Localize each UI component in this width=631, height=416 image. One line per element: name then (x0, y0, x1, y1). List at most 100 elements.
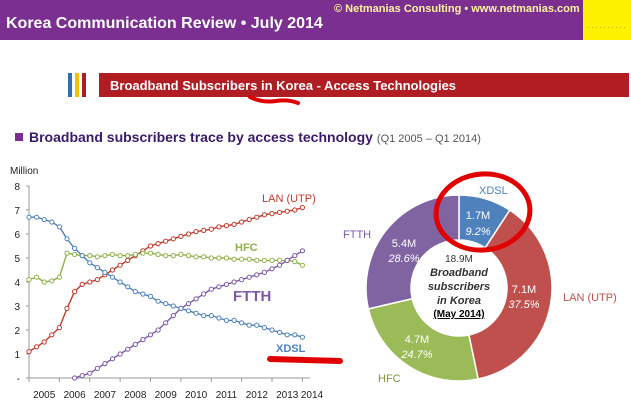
data-point-hfc (147, 250, 154, 256)
data-point-lan-utp (208, 226, 214, 232)
header-tag-dots: ·········· (587, 22, 627, 32)
data-point-ftth (147, 332, 154, 338)
data-point-ftth (201, 291, 207, 297)
section-accent-bars (68, 73, 92, 97)
data-point-hfc (34, 274, 40, 280)
subtitle-range: (Q1 2005 – Q1 2014) (376, 133, 481, 145)
y-tick-label: 7 (14, 206, 20, 217)
data-point-hfc (254, 257, 260, 263)
data-point-ftth (284, 257, 290, 263)
data-point-xdsl (125, 284, 131, 290)
y-tick-label: 1 (14, 350, 20, 361)
data-point-hfc (72, 251, 78, 257)
data-point-lan-utp (155, 241, 161, 247)
data-point-hfc (193, 254, 199, 260)
data-point-hfc (64, 250, 70, 256)
data-point-ftth (94, 365, 101, 371)
data-point-hfc (26, 277, 32, 283)
data-point-xdsl (72, 245, 78, 251)
data-point-xdsl (102, 269, 108, 275)
data-point-xdsl (223, 317, 230, 323)
data-point-lan-utp (79, 281, 85, 287)
data-point-ftth (125, 346, 131, 352)
data-point-xdsl (231, 317, 237, 323)
data-point-xdsl (155, 298, 161, 304)
data-point-xdsl (239, 320, 245, 326)
data-point-ftth (109, 356, 116, 362)
header-tag (583, 0, 631, 40)
data-point-xdsl (201, 313, 207, 319)
x-tick-label: 2014 (301, 390, 324, 401)
data-point-ftth (299, 248, 305, 254)
data-point-xdsl (94, 265, 101, 271)
data-point-xdsl (170, 303, 176, 309)
data-point-xdsl (56, 224, 63, 230)
data-point-ftth (193, 296, 199, 302)
data-point-xdsl (163, 301, 169, 307)
data-point-ftth (132, 341, 138, 347)
data-point-ftth (261, 269, 267, 275)
data-point-hfc (163, 253, 169, 259)
data-point-ftth (269, 266, 275, 272)
x-tick-label: 2013 (276, 390, 299, 401)
data-point-lan-utp (223, 223, 230, 229)
data-point-ftth (223, 281, 230, 287)
data-point-hfc (185, 253, 192, 259)
data-point-xdsl (117, 279, 123, 285)
chart-subtitle: Broadband subscribers trace by access te… (15, 129, 481, 147)
data-point-hfc (94, 254, 101, 260)
accent-bar-blue (68, 73, 72, 97)
accent-bar-red (82, 73, 86, 97)
x-tick-label: 2008 (124, 390, 147, 401)
data-point-lan-utp (49, 332, 55, 338)
data-point-lan-utp (239, 219, 245, 225)
subtitle-bullet (15, 133, 23, 141)
line-chart-axes: - 1 2 3 4 5 6 7 8 2005 2006 2007 2008 2009 2010 2011 201… (14, 182, 323, 401)
x-tick-label: 2009 (155, 390, 178, 401)
data-point-lan-utp (216, 224, 222, 230)
data-point-lan-utp (125, 257, 131, 263)
data-point-ftth (72, 375, 78, 381)
data-point-lan-utp (64, 305, 70, 311)
label-ftth: FTTH (233, 288, 271, 305)
y-tick-label: 2 (14, 326, 20, 337)
data-point-ftth (216, 284, 222, 290)
data-point-lan-utp (231, 221, 237, 227)
data-point-xdsl (49, 219, 55, 225)
data-point-lan-utp (277, 209, 283, 215)
data-point-xdsl (185, 308, 192, 314)
data-point-ftth (208, 286, 214, 292)
x-tick-label: 2007 (94, 390, 117, 401)
data-point-xdsl (41, 217, 47, 223)
data-point-lan-utp (254, 214, 260, 220)
data-point-hfc (208, 255, 214, 261)
data-point-xdsl (26, 214, 32, 220)
data-point-lan-utp (41, 339, 47, 345)
data-point-hfc (261, 257, 267, 263)
data-point-lan-utp (170, 236, 176, 242)
data-point-xdsl (64, 236, 70, 242)
subtitle-text: Broadband subscribers trace by access te… (29, 129, 373, 145)
data-point-lan-utp (26, 349, 32, 355)
data-point-ftth (239, 277, 245, 283)
data-point-xdsl (246, 322, 252, 328)
data-point-xdsl (193, 310, 199, 316)
data-point-hfc (223, 255, 230, 261)
section-title: Broadband Subscribers in Korea - Access … (110, 78, 457, 93)
x-tick-label: 2010 (185, 390, 208, 401)
data-point-xdsl (109, 274, 116, 280)
label-xdsl: XDSL (276, 343, 306, 355)
data-point-lan-utp (147, 243, 154, 249)
data-point-hfc (299, 262, 305, 268)
series-line-xdsl (29, 216, 303, 338)
data-point-ftth (155, 327, 161, 333)
data-point-hfc (277, 257, 283, 263)
data-point-lan-utp (292, 207, 298, 213)
data-point-hfc (49, 278, 55, 284)
data-point-hfc (246, 256, 252, 262)
data-point-hfc (231, 256, 237, 262)
data-point-lan-utp (34, 344, 40, 350)
data-point-hfc (41, 279, 47, 285)
y-tick-label: 8 (14, 182, 20, 193)
data-point-lan-utp (185, 231, 192, 237)
